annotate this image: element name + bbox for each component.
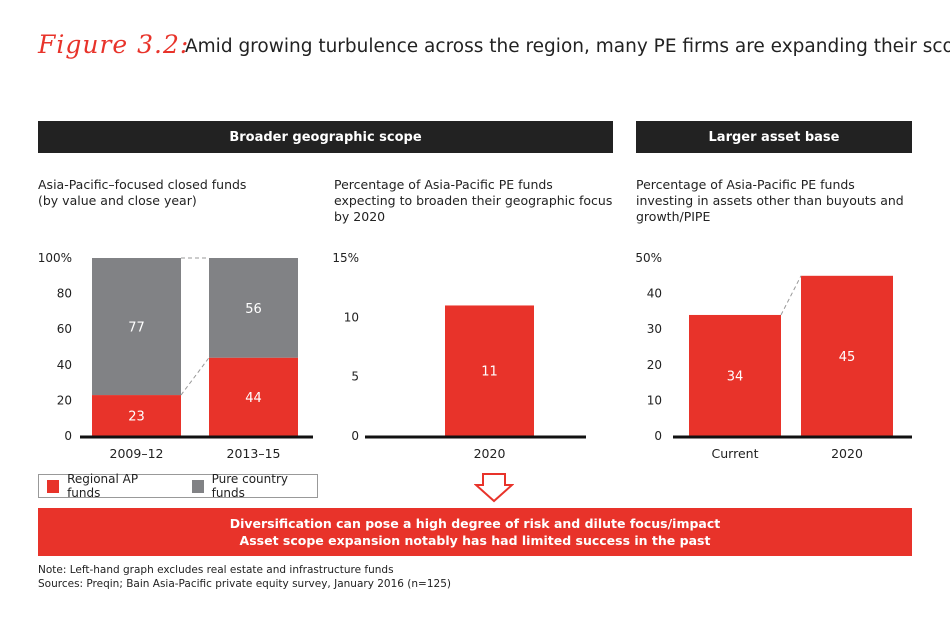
down-arrow-icon	[474, 473, 514, 503]
chart1-bar-country	[209, 258, 298, 358]
figure-title: Amid growing turbulence across the regio…	[185, 36, 950, 57]
chart3-x-label: 2020	[831, 446, 863, 461]
chart2-subtitle: Percentage of Asia-Pacific PE funds expe…	[334, 177, 612, 225]
chart1-ytick-label: 60	[57, 322, 72, 336]
legend-swatch-regional	[47, 479, 60, 493]
figure-label: Figure 3.2:	[38, 30, 190, 59]
chart2-value-label: 11	[481, 365, 498, 380]
chart3-bar	[801, 275, 893, 436]
chart2-subtitle-line: Percentage of Asia-Pacific PE funds	[334, 177, 553, 192]
conclusion-banner: Diversification can pose a high degree o…	[38, 508, 912, 556]
chart3-ytick-label: 50%	[635, 251, 662, 265]
chart3-subtitle-line: Percentage of Asia-Pacific PE funds	[636, 177, 855, 192]
chart3-value-label: 45	[839, 350, 856, 365]
chart1-value-label: 56	[245, 302, 262, 317]
chart1-value-label: 23	[128, 410, 145, 425]
chart3-value-label: 34	[727, 369, 744, 384]
chart2-ytick-label: 15%	[332, 251, 359, 265]
chart1-ytick-label: 80	[57, 287, 72, 301]
chart3-ytick-label: 20	[647, 358, 662, 372]
chart1-ytick-label: 0	[64, 429, 72, 443]
chart1-ytick-label: 100%	[38, 251, 72, 265]
chart2-bar	[445, 305, 534, 436]
sources-text: Sources: Preqin; Bain Asia-Pacific priva…	[38, 578, 451, 590]
chart3-bar	[689, 314, 781, 436]
chart1-connector-regional	[180, 357, 210, 396]
header-asset-base: Larger asset base	[636, 121, 912, 153]
chart1-x-label: 2013–15	[227, 446, 281, 461]
chart3-x-label: Current	[712, 446, 759, 461]
chart2-subtitle-line: expecting to broaden their geographic fo…	[334, 193, 613, 208]
chart1-subtitle-line: Asia-Pacific–focused closed funds	[38, 177, 247, 192]
chart3-connector	[780, 275, 802, 316]
chart1-ytick-label: 20	[57, 393, 72, 407]
banner-line-1: Diversification can pose a high degree o…	[229, 516, 721, 531]
chart1-ytick-label: 40	[57, 358, 72, 372]
chart2-ytick-label: 0	[351, 429, 359, 443]
chart1-x-label: 2009–12	[110, 446, 164, 461]
footnotes: Note: Left-hand graph excludes real esta…	[38, 563, 451, 591]
legend-label-regional: Regional AP funds	[67, 472, 139, 500]
chart1-subtitle-line: (by value and close year)	[38, 193, 197, 208]
chart1-bar-country	[92, 258, 181, 396]
chart1-bar-regional	[92, 395, 181, 436]
chart3-ytick-label: 10	[647, 393, 662, 407]
chart3-ytick-label: 30	[647, 322, 662, 336]
legend-swatch-country	[191, 479, 204, 493]
chart3-ytick-label: 40	[647, 287, 662, 301]
chart2-ytick-label: 5	[351, 370, 359, 384]
chart2-x-label: 2020	[474, 446, 506, 461]
chart1-bar-regional	[209, 357, 298, 436]
legend: Regional AP funds Pure country funds	[38, 472, 318, 500]
chart3-subtitle-line: growth/PIPE	[636, 209, 711, 224]
chart3-subtitle-line: investing in assets other than buyouts a…	[636, 193, 904, 208]
chart1-value-label: 77	[128, 321, 145, 336]
chart2-ytick-label: 10	[344, 310, 359, 324]
chart1-value-label: 44	[245, 391, 262, 406]
note-text: Note: Left-hand graph excludes real esta…	[38, 564, 394, 576]
chart2-subtitle-line: by 2020	[334, 209, 386, 224]
banner-line-2: Asset scope expansion notably has had li…	[239, 533, 711, 548]
legend-label-country: Pure country funds	[211, 472, 288, 500]
chart1-subtitle: Asia-Pacific–focused closed funds (by va…	[38, 177, 246, 209]
chart3-ytick-label: 0	[654, 429, 662, 443]
header-geographic-scope: Broader geographic scope	[38, 121, 613, 153]
chart3-subtitle: Percentage of Asia-Pacific PE funds inve…	[636, 177, 904, 225]
